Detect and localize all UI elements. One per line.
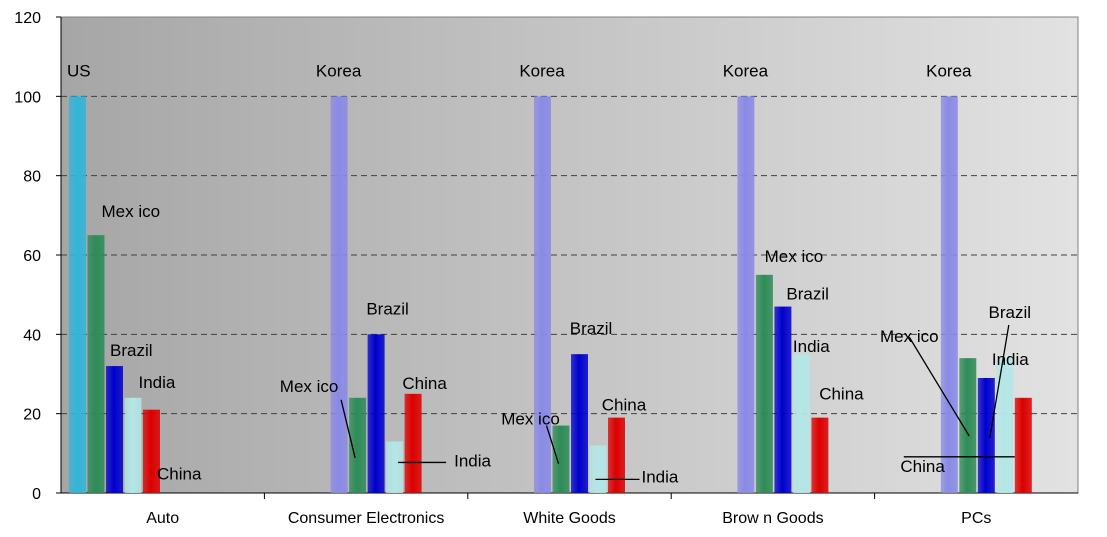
bar-annotation: Korea bbox=[316, 61, 362, 80]
bar-auto-india bbox=[124, 397, 142, 493]
y-axis: 0 20 40 60 80 100 120 bbox=[14, 10, 62, 503]
bar-white-goods-brazil bbox=[571, 354, 588, 493]
x-category-label: Brow n Goods bbox=[722, 510, 823, 527]
bar-pcs-india bbox=[996, 358, 1014, 493]
bar-annotation: China bbox=[819, 385, 864, 404]
bar-annotation: Korea bbox=[926, 61, 972, 80]
bar-annotation: China bbox=[402, 374, 447, 393]
y-tick-label: 40 bbox=[23, 327, 41, 344]
leader-line bbox=[989, 324, 1010, 439]
bar-pcs-china bbox=[1014, 397, 1032, 493]
bar-annotation: India bbox=[454, 451, 491, 470]
bar-consumer-electronics-mexico bbox=[349, 397, 367, 493]
bar-auto-us bbox=[69, 96, 86, 493]
bar-consumer-electronics-korea bbox=[330, 96, 348, 493]
bar-brown-goods-brazil bbox=[774, 306, 792, 493]
bar-brown-goods-india bbox=[792, 354, 810, 493]
bar-brown-goods-mexico bbox=[755, 274, 773, 493]
x-category-label: Consumer Electronics bbox=[288, 510, 445, 527]
bar-annotation: India bbox=[992, 350, 1029, 369]
y-tick-label: 100 bbox=[14, 89, 41, 106]
bar-white-goods-china bbox=[608, 417, 625, 493]
bar-white-goods-korea bbox=[534, 96, 551, 493]
bar-annotation: Mex ico bbox=[880, 327, 939, 346]
bar-brown-goods-korea bbox=[737, 96, 755, 493]
x-axis: Auto Consumer Electronics White Goods Brow … bbox=[61, 492, 1078, 527]
bar-annotation: Korea bbox=[723, 61, 769, 80]
x-category-label: Auto bbox=[146, 510, 179, 527]
bar-annotation: Mex ico bbox=[765, 247, 824, 266]
bar-annotation: India bbox=[139, 373, 176, 392]
bar-annotation: China bbox=[602, 396, 647, 415]
bar-annotation: China bbox=[157, 465, 202, 484]
bar-annotation: Mex ico bbox=[102, 202, 161, 221]
bar-labels: US Mex ico Brazil India China Korea Mex ico Bra… bbox=[67, 61, 1031, 486]
y-tick-label: 120 bbox=[14, 10, 41, 27]
bar-annotation: Brazil bbox=[570, 319, 613, 338]
bar-annotation: Brazil bbox=[110, 341, 153, 360]
bars bbox=[69, 96, 1032, 493]
bar-white-goods-mexico bbox=[552, 425, 570, 493]
leader-line bbox=[545, 425, 560, 464]
bar-annotation: Mex ico bbox=[501, 410, 560, 429]
bar-annotation: India bbox=[793, 337, 830, 356]
bar-pcs-korea bbox=[940, 96, 958, 493]
bar-annotation: Brazil bbox=[366, 299, 409, 318]
bar-consumer-electronics-brazil bbox=[367, 334, 385, 493]
bar-annotation: Korea bbox=[519, 61, 565, 80]
bar-annotation: China bbox=[900, 457, 945, 476]
bar-annotation: India bbox=[642, 467, 679, 486]
bar-auto-brazil bbox=[106, 366, 123, 493]
y-tick-label: 20 bbox=[23, 407, 41, 424]
leader-line bbox=[340, 399, 356, 458]
bar-brown-goods-china bbox=[811, 417, 829, 493]
x-category-label: PCs bbox=[961, 510, 991, 527]
bar-auto-china bbox=[143, 409, 160, 493]
bar-annotation: Mex ico bbox=[280, 377, 339, 396]
x-category-label: White Goods bbox=[523, 510, 615, 527]
leader-line bbox=[908, 336, 970, 437]
leader-lines bbox=[340, 324, 1015, 481]
bar-white-goods-india bbox=[589, 445, 607, 493]
bar-annotation: US bbox=[67, 61, 91, 80]
y-tick-label: 60 bbox=[23, 248, 41, 265]
y-tick-label: 80 bbox=[23, 169, 41, 186]
bar-annotation: Brazil bbox=[786, 285, 829, 304]
y-tick-label: 0 bbox=[32, 486, 41, 503]
bar-pcs-brazil bbox=[977, 377, 995, 493]
bar-consumer-electronics-china bbox=[404, 393, 422, 493]
plot-area bbox=[60, 16, 1079, 494]
bar-consumer-electronics-india bbox=[386, 441, 404, 493]
bar-pcs-mexico bbox=[959, 358, 977, 493]
bar-auto-mexico bbox=[87, 235, 105, 493]
bar-annotation: Brazil bbox=[989, 303, 1032, 322]
